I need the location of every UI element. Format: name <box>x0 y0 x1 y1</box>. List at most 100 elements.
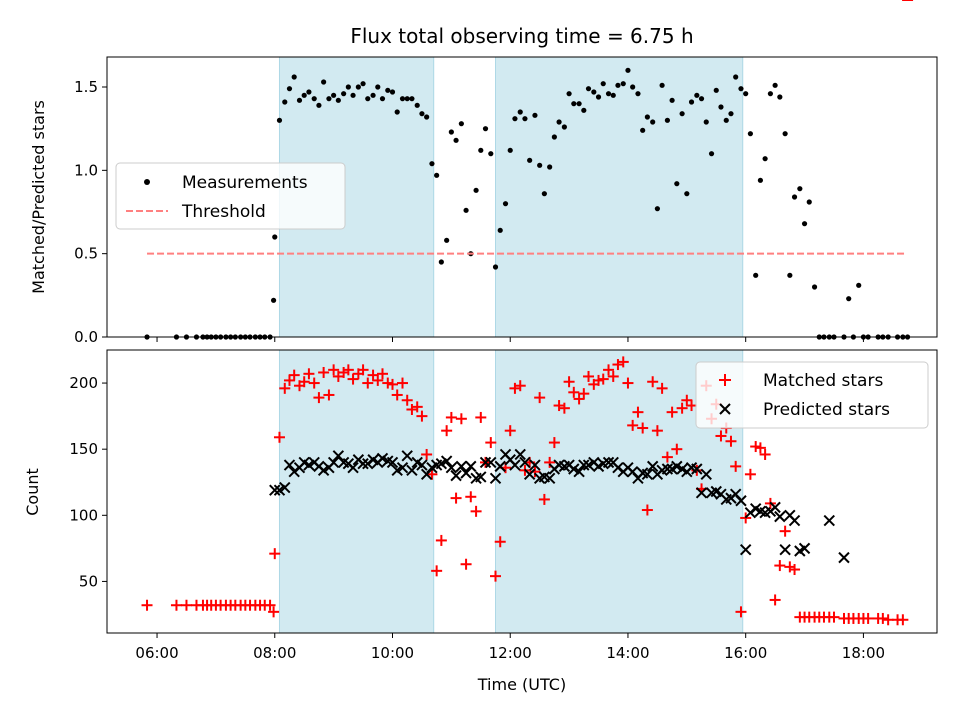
measurement-point <box>448 129 454 135</box>
measurement-point <box>547 164 553 170</box>
top-legend-box <box>115 162 346 230</box>
top-y-tick-label: 0.0 <box>74 328 98 346</box>
matched-star-point <box>744 468 756 480</box>
matched-star-point <box>411 401 423 413</box>
matched-star-point <box>784 561 796 573</box>
matched-star-point <box>514 380 526 392</box>
matched-star-point <box>445 411 457 423</box>
measurement-point <box>743 91 749 97</box>
matched-star-point <box>573 393 585 405</box>
matched-star-point <box>750 441 762 453</box>
measurement-point <box>291 74 297 80</box>
measurement-point <box>772 82 778 88</box>
measurement-point <box>360 81 366 87</box>
measurement-point <box>605 91 612 97</box>
predicted-star-point <box>602 456 615 469</box>
measurement-point <box>517 109 523 115</box>
measurement-point <box>350 92 356 98</box>
measurement-point <box>434 172 440 178</box>
measurement-point <box>856 282 862 288</box>
predicted-star-point <box>691 463 703 475</box>
measurement-point <box>801 221 808 227</box>
matched-star-point <box>563 376 575 388</box>
legend-threshold-label: Threshold <box>181 202 266 222</box>
matched-star-point <box>338 366 350 378</box>
top-axes-frame <box>106 56 938 338</box>
matched-star-point <box>730 460 742 472</box>
legend-matched-label: Matched stars <box>763 371 883 391</box>
matched-star-point <box>303 368 315 380</box>
measurement-point <box>379 96 386 102</box>
measurement-point <box>345 84 351 90</box>
matched-star-point <box>676 402 688 414</box>
measurement-point <box>767 91 774 97</box>
matched-star-point <box>544 456 556 468</box>
x-tick-label: 10:00 <box>371 644 414 662</box>
measurement-point <box>674 181 680 187</box>
top-data-layer <box>144 67 911 340</box>
measurement-point <box>718 104 724 110</box>
matched-star-point <box>862 612 874 624</box>
bottom-shaded-intervals <box>278 349 744 634</box>
top-y-axis-label: Matched/Predicted stars <box>29 100 48 294</box>
matched-star-point <box>386 378 398 390</box>
measurement-point <box>753 272 759 278</box>
measurement-point <box>581 107 587 113</box>
measurement-point <box>331 92 337 98</box>
top-y-ticks: 0.0 0.5 1.0 1.5 <box>74 78 107 346</box>
measurement-point <box>797 186 803 192</box>
measurement-point <box>482 126 489 132</box>
matched-star-point <box>759 448 771 460</box>
measurement-point <box>409 96 415 102</box>
measurement-point <box>458 121 464 127</box>
predicted-star-point <box>735 495 747 507</box>
bottom-axes-frame <box>106 349 938 634</box>
measurement-point <box>532 112 538 118</box>
measurement-point <box>473 187 479 193</box>
measurement-point <box>527 157 533 163</box>
measurement-point <box>311 96 317 102</box>
legend-predicted-label: Predicted stars <box>763 400 890 420</box>
matched-star-point <box>288 369 300 381</box>
measurement-point <box>777 94 783 100</box>
matched-star-point <box>882 614 894 626</box>
predicted-star-point <box>695 487 708 499</box>
measurement-point <box>728 111 734 117</box>
measurement-point <box>684 191 690 197</box>
matched-star-point <box>686 400 698 412</box>
predicted-star-point <box>283 459 296 471</box>
measurement-point <box>414 102 420 108</box>
measurement-point <box>664 117 670 123</box>
predicted-star-point <box>357 458 369 470</box>
predicted-star-point <box>465 460 477 473</box>
measurement-point <box>502 201 509 207</box>
matched-star-point <box>656 382 668 394</box>
measurement-point <box>507 147 513 153</box>
measurement-point <box>512 116 518 122</box>
measurement-point <box>492 264 499 270</box>
matched-star-point <box>617 356 629 368</box>
predicted-star-point <box>445 461 458 474</box>
measurement-point <box>571 101 577 107</box>
legend-measurements-marker <box>144 179 150 185</box>
measurement-point <box>615 82 621 88</box>
measurement-point <box>296 97 303 103</box>
predicted-star-point <box>823 514 835 527</box>
matched-star-point <box>568 386 580 398</box>
matched-star-point <box>283 374 295 386</box>
measurement-point <box>522 116 528 122</box>
measurement-point <box>444 237 450 243</box>
matched-star-point <box>603 364 615 376</box>
predicted-star-point <box>798 542 811 555</box>
bottom-shaded-interval <box>278 349 435 634</box>
matched-star-point <box>754 442 766 454</box>
matched-star-point <box>397 377 409 389</box>
matched-star-point <box>538 493 550 505</box>
matched-star-point <box>401 394 413 406</box>
matched-star-point <box>651 425 663 437</box>
matched-star-point <box>661 451 673 463</box>
predicted-star-point <box>641 468 654 481</box>
matched-star-point <box>715 430 727 442</box>
measurement-point <box>782 131 788 137</box>
measurement-point <box>355 84 361 90</box>
